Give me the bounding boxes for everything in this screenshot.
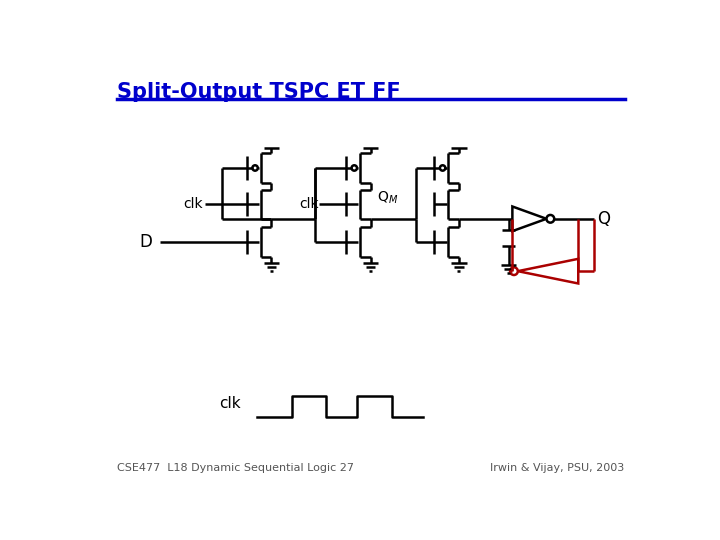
Text: clk: clk <box>300 197 319 211</box>
Text: Irwin & Vijay, PSU, 2003: Irwin & Vijay, PSU, 2003 <box>490 463 625 473</box>
Text: Q$_M$: Q$_M$ <box>377 190 398 206</box>
Text: Q: Q <box>598 210 611 228</box>
Text: D: D <box>139 233 152 251</box>
Text: clk: clk <box>220 396 241 411</box>
Text: clk: clk <box>183 197 202 211</box>
Text: CSE477  L18 Dynamic Sequential Logic 27: CSE477 L18 Dynamic Sequential Logic 27 <box>117 463 354 473</box>
Text: Split-Output TSPC ET FF: Split-Output TSPC ET FF <box>117 82 401 102</box>
